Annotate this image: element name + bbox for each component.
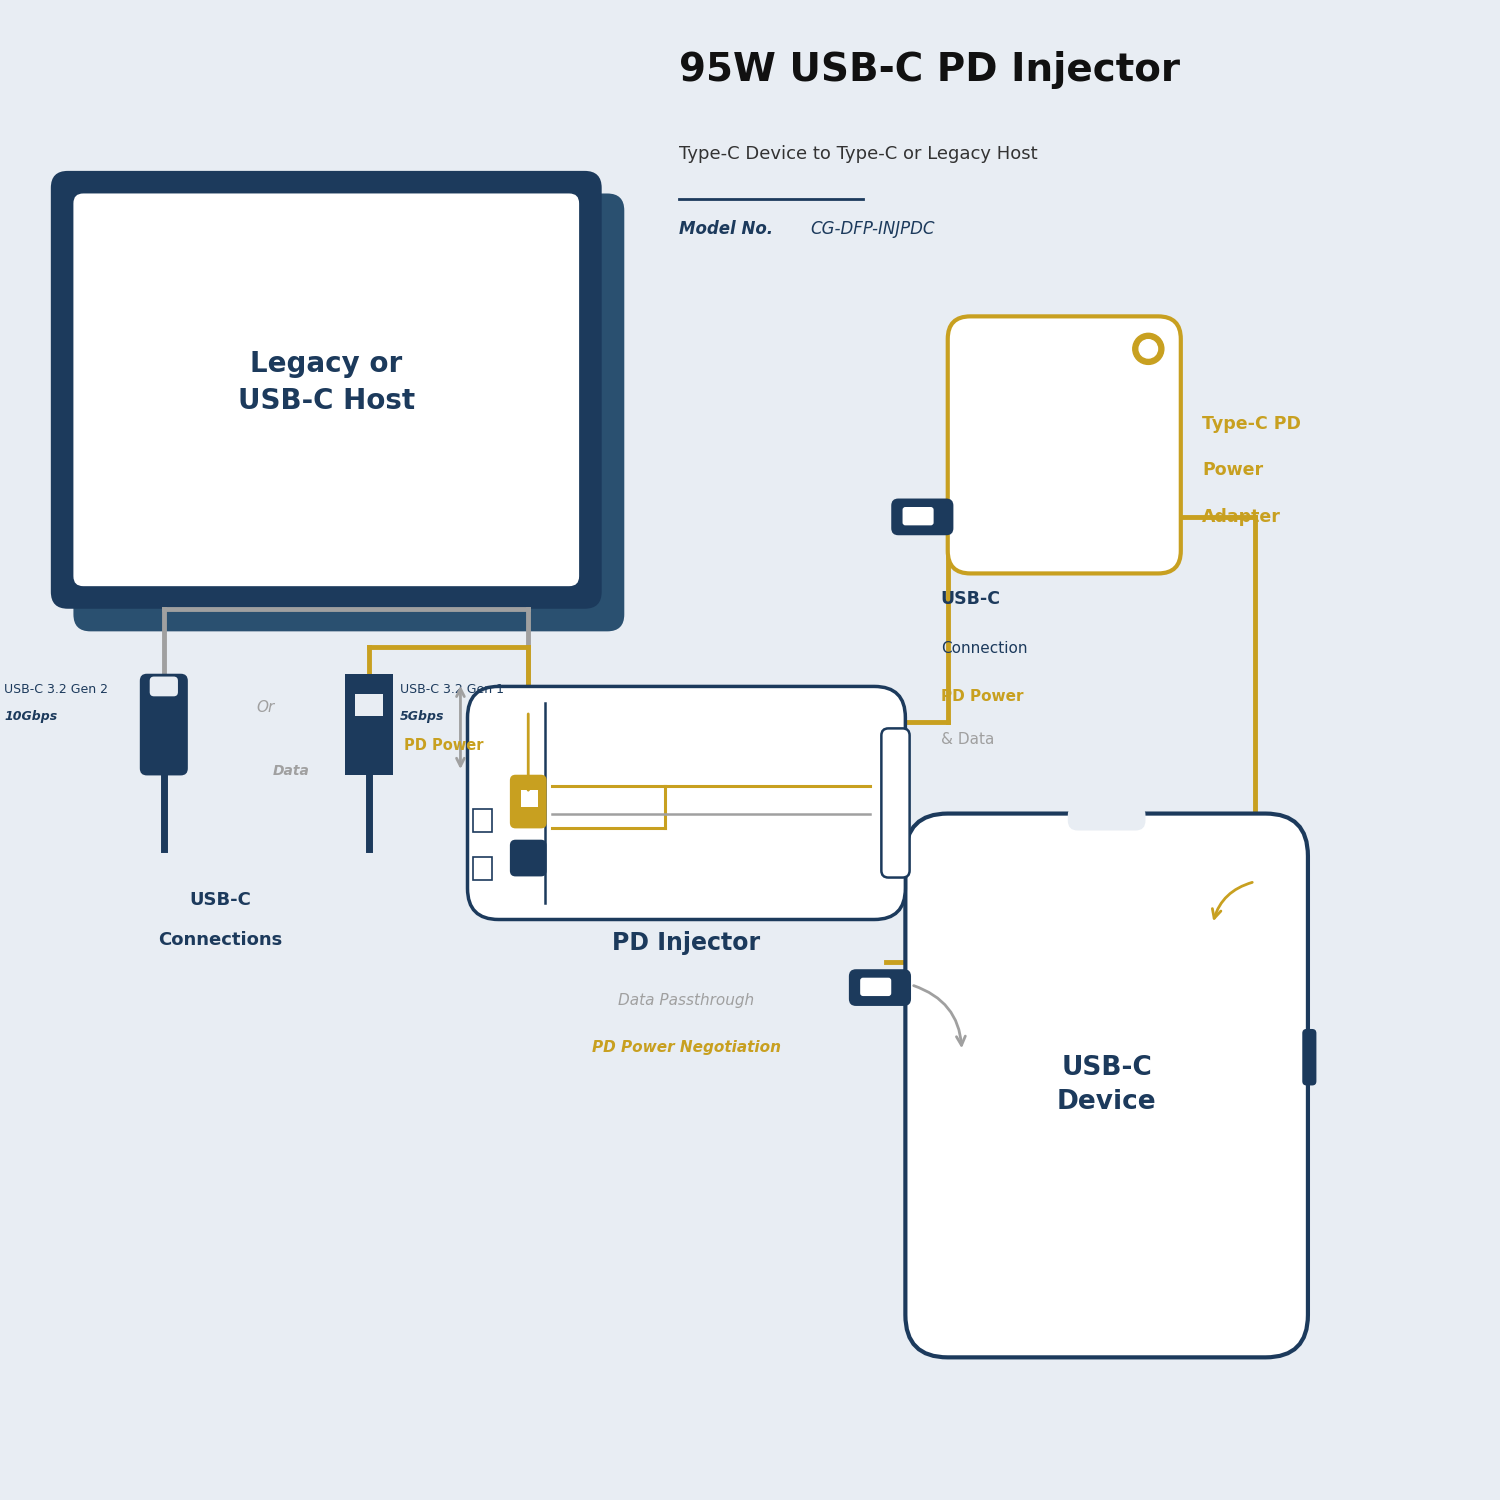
FancyBboxPatch shape bbox=[1302, 1029, 1317, 1086]
Bar bbox=[520, 790, 538, 807]
Text: Data Passthrough: Data Passthrough bbox=[618, 993, 754, 1008]
FancyBboxPatch shape bbox=[51, 171, 602, 609]
Text: Power: Power bbox=[1202, 462, 1263, 480]
FancyBboxPatch shape bbox=[150, 676, 178, 696]
Text: 5Gbps: 5Gbps bbox=[399, 710, 444, 723]
Text: USB-C 3.2 Gen 2: USB-C 3.2 Gen 2 bbox=[4, 682, 108, 696]
FancyBboxPatch shape bbox=[72, 192, 580, 588]
Bar bbox=[354, 693, 382, 715]
FancyBboxPatch shape bbox=[849, 969, 910, 1006]
FancyBboxPatch shape bbox=[140, 674, 188, 776]
FancyBboxPatch shape bbox=[510, 840, 546, 876]
Circle shape bbox=[1132, 333, 1164, 364]
Text: USB-C: USB-C bbox=[189, 891, 252, 909]
Text: USB-C 3.2 Gen 1: USB-C 3.2 Gen 1 bbox=[399, 682, 504, 696]
FancyBboxPatch shape bbox=[1068, 806, 1146, 831]
Text: Legacy or
USB-C Host: Legacy or USB-C Host bbox=[237, 351, 416, 416]
Text: & Data: & Data bbox=[940, 732, 994, 747]
Text: Data: Data bbox=[273, 764, 309, 778]
Text: 10Gbps: 10Gbps bbox=[4, 710, 57, 723]
Text: PD Power Negotiation: PD Power Negotiation bbox=[592, 1040, 782, 1054]
FancyBboxPatch shape bbox=[903, 507, 933, 525]
Text: 95W USB-C PD Injector: 95W USB-C PD Injector bbox=[680, 51, 1180, 88]
Text: Or: Or bbox=[256, 700, 274, 715]
Text: CG-DFP-INJPDC: CG-DFP-INJPDC bbox=[810, 220, 934, 238]
Text: Type-C PD: Type-C PD bbox=[1202, 414, 1300, 432]
Circle shape bbox=[1138, 339, 1158, 358]
Bar bbox=[345, 674, 393, 776]
Text: Model No.: Model No. bbox=[680, 220, 774, 238]
FancyBboxPatch shape bbox=[948, 316, 1180, 573]
FancyBboxPatch shape bbox=[859, 978, 891, 996]
FancyBboxPatch shape bbox=[510, 774, 546, 828]
FancyBboxPatch shape bbox=[882, 729, 909, 878]
Text: Connection: Connection bbox=[940, 640, 1028, 656]
FancyBboxPatch shape bbox=[468, 687, 906, 920]
Bar bbox=[472, 810, 492, 832]
Text: PD Power: PD Power bbox=[940, 690, 1023, 705]
Text: Type-C Device to Type-C or Legacy Host: Type-C Device to Type-C or Legacy Host bbox=[680, 146, 1038, 164]
FancyBboxPatch shape bbox=[906, 813, 1308, 1358]
Text: Adapter: Adapter bbox=[1202, 509, 1281, 526]
Text: PD Power: PD Power bbox=[404, 738, 483, 753]
FancyBboxPatch shape bbox=[891, 498, 954, 536]
Text: PD Injector: PD Injector bbox=[612, 932, 760, 956]
Bar bbox=[472, 858, 492, 880]
Text: USB-C
Device: USB-C Device bbox=[1058, 1056, 1156, 1116]
Text: Connections: Connections bbox=[158, 932, 282, 950]
Text: USB-C: USB-C bbox=[940, 591, 1000, 609]
FancyBboxPatch shape bbox=[74, 194, 624, 632]
